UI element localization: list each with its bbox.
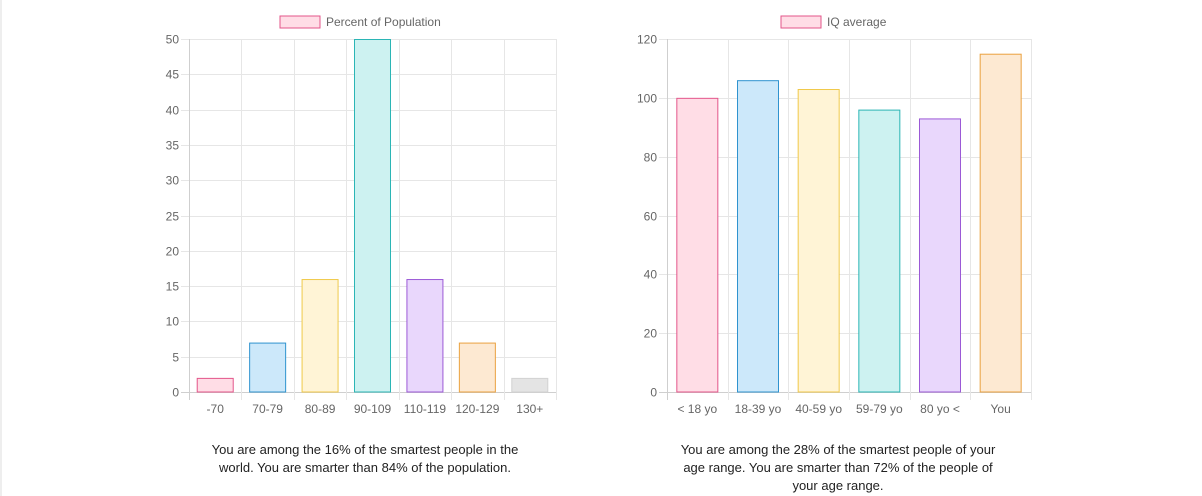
legend[interactable]: Percent of Population (279, 15, 441, 29)
legend-label: Percent of Population (326, 15, 441, 29)
x-tick-label: 80 yo < (920, 402, 960, 416)
y-tick-label: 15 (166, 280, 180, 294)
y-tick-label: 35 (166, 139, 180, 153)
left-edge-rule (0, 0, 2, 496)
x-tick-label: You (991, 402, 1011, 416)
x-tick-label: < 18 yo (677, 402, 717, 416)
y-tick-label: 80 (644, 151, 658, 165)
x-tick-label: 40-59 yo (795, 402, 842, 416)
bar[interactable] (858, 109, 901, 393)
y-tick-label: 40 (644, 268, 658, 282)
x-tick-label: 130+ (516, 402, 543, 416)
y-tick-label: 40 (166, 104, 180, 118)
population-bar-chart: Percent of Population 0 5 10 15 20 25 30 35 40 45 5… (166, 15, 557, 416)
bar[interactable] (458, 342, 496, 393)
age-range-bar-chart: IQ average 0 20 40 60 80 100 120 < 18 yo 18-39 yo… (637, 15, 1032, 416)
bar[interactable] (196, 377, 234, 393)
bar[interactable] (406, 279, 444, 393)
x-tick-label: 59-79 yo (856, 402, 903, 416)
y-tick-label: 25 (166, 210, 180, 224)
bar[interactable] (676, 97, 719, 393)
legend-label: IQ average (827, 15, 887, 29)
bar[interactable] (797, 89, 840, 393)
age-range-chart-panel: IQ average 0 20 40 60 80 100 120 < 18 yo 18-39 yo… (600, 0, 1202, 496)
legend-swatch (279, 15, 321, 29)
bar[interactable] (919, 118, 961, 393)
x-tick-label: -70 (207, 402, 225, 416)
bar[interactable] (737, 80, 779, 393)
x-tick-label: 70-79 (252, 402, 283, 416)
x-tick-label: 110-119 (404, 402, 447, 416)
x-tick-label: 18-39 yo (735, 402, 782, 416)
population-chart-panel: Percent of Population 0 5 10 15 20 25 30 35 40 45 5… (0, 0, 600, 496)
bar[interactable] (979, 53, 1022, 393)
legend[interactable]: IQ average (780, 15, 887, 29)
y-tick-label: 100 (637, 92, 657, 106)
y-tick-label: 120 (637, 33, 657, 47)
y-tick-label: 10 (166, 315, 180, 329)
bar[interactable] (249, 342, 287, 393)
bar[interactable] (354, 39, 391, 393)
x-tick-label: 80-89 (305, 402, 336, 416)
y-tick-label: 20 (644, 327, 658, 341)
bar[interactable] (511, 377, 549, 393)
x-tick-label: 120-129 (455, 402, 499, 416)
y-tick-label: 5 (172, 351, 179, 365)
legend-swatch (780, 15, 822, 29)
y-tick-label: 50 (166, 33, 180, 47)
bar[interactable] (301, 279, 339, 393)
y-tick-label: 0 (650, 386, 657, 400)
x-tick-label: 90-109 (354, 402, 392, 416)
y-tick-label: 45 (166, 68, 180, 82)
y-tick-label: 20 (166, 245, 180, 259)
y-tick-label: 30 (166, 174, 180, 188)
age-range-caption: You are among the 28% of the smartest pe… (680, 442, 996, 493)
population-caption: You are among the 16% of the smartest pe… (211, 442, 519, 475)
y-tick-label: 60 (644, 210, 658, 224)
y-tick-label: 0 (172, 386, 179, 400)
